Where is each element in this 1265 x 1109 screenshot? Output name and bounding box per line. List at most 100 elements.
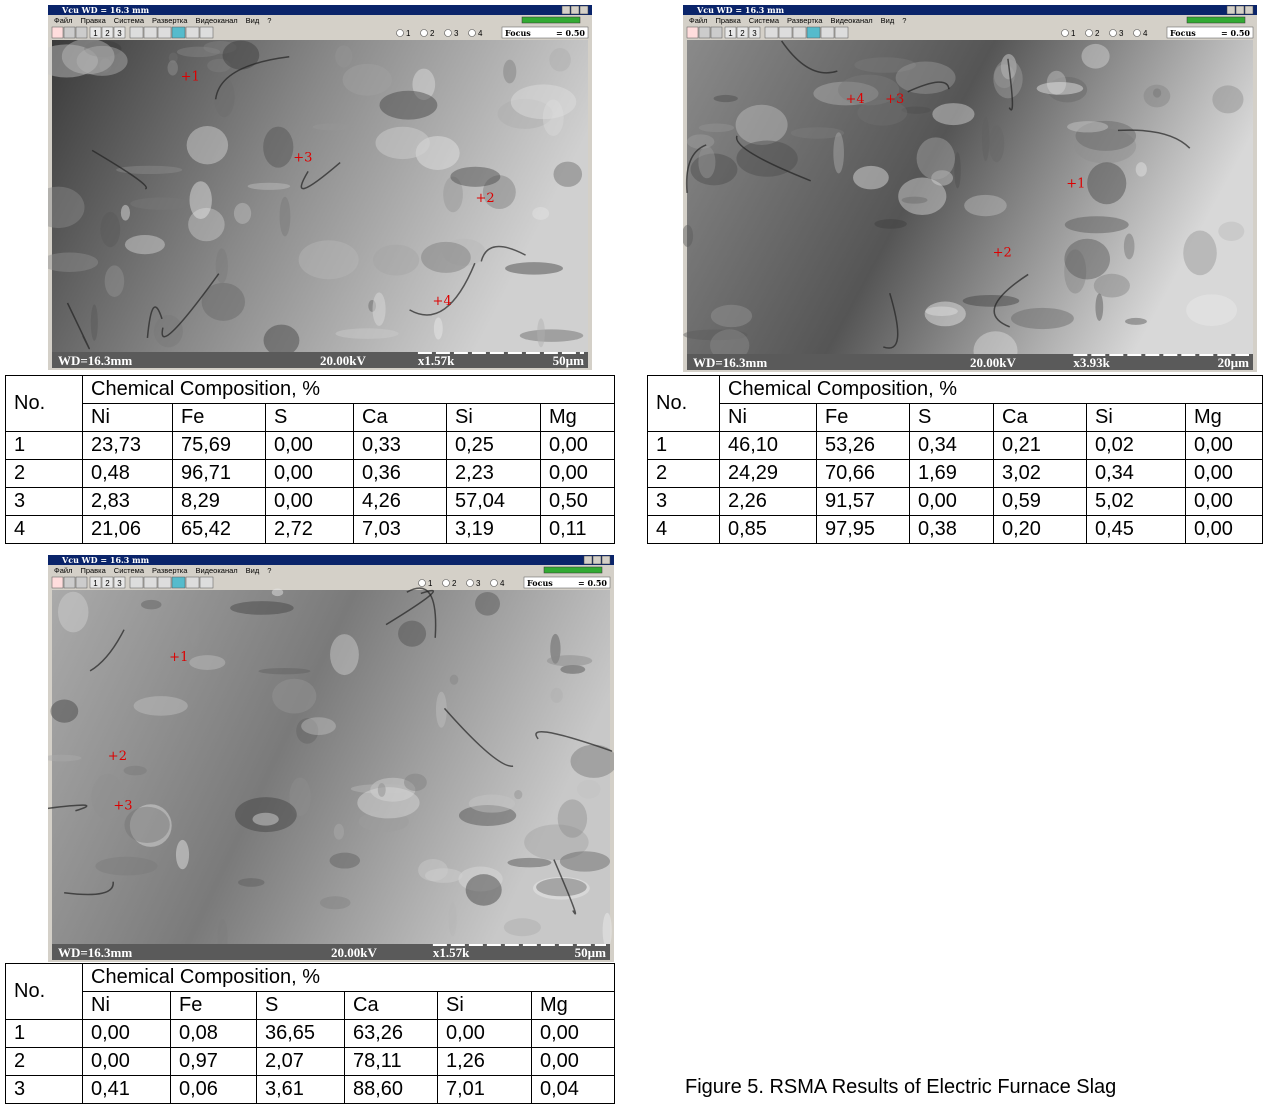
texture-grain [924,301,966,327]
window-button[interactable] [583,555,593,565]
window-button[interactable] [592,555,602,565]
tool-icon[interactable] [185,576,200,589]
table-cell: 7,03 [353,515,447,544]
window-button[interactable] [1226,5,1236,15]
table-cell: 0,36 [353,459,447,488]
radio-button[interactable] [444,29,452,37]
tool-icon[interactable] [820,26,835,39]
tool-button[interactable] [89,26,102,39]
window-title: Vcu WD = 16.3 mm [696,5,785,15]
tool-icon[interactable] [171,26,186,39]
tool-icon[interactable] [185,26,200,39]
window-button[interactable] [570,5,580,15]
menu-item[interactable]: Правка [80,566,106,575]
radio-button[interactable] [442,579,450,587]
menu-item[interactable]: Система [114,16,145,25]
tool-icon[interactable] [129,576,144,589]
menu-item[interactable]: Система [114,566,145,575]
crack-line [64,881,114,896]
tool-button[interactable] [113,576,126,589]
window-button[interactable] [1235,5,1245,15]
tool-icon[interactable] [51,576,64,589]
menu-item[interactable]: Видеоканал [830,16,872,25]
menu-item[interactable]: ? [267,566,271,575]
tool-button[interactable] [101,26,114,39]
window-button[interactable] [579,5,589,15]
menu-item[interactable]: Вид [246,566,260,575]
tool-icon[interactable] [171,576,186,589]
radio-label: 4 [1143,29,1148,38]
texture-grain [931,170,954,186]
menu-item[interactable]: Система [749,16,780,25]
point-marker: +1 [1066,177,1085,192]
tool-icon[interactable] [834,26,849,39]
radio-button[interactable] [396,29,404,37]
menu-item[interactable]: Развертка [152,16,188,25]
window-button[interactable] [601,555,611,565]
window-button[interactable] [1244,5,1254,15]
tool-icon[interactable] [792,26,807,39]
radio-button[interactable] [1109,29,1117,37]
tool-icon[interactable] [143,26,158,39]
tool-button[interactable] [736,26,749,39]
texture-grain [559,851,611,872]
menu-item[interactable]: Правка [80,16,106,25]
tool-icon[interactable] [199,26,214,39]
tool-icon[interactable] [778,26,793,39]
menu-item[interactable]: Развертка [787,16,823,25]
tool-icon[interactable] [710,26,723,39]
crack-line [780,40,838,74]
tool-icon[interactable] [199,576,214,589]
tool-button-label: 2 [740,29,745,38]
tool-icon[interactable] [63,576,76,589]
texture-grain [813,81,879,106]
menu-item[interactable]: ? [902,16,906,25]
menu-item[interactable]: ? [267,16,271,25]
table-cell: 0,34 [909,431,994,460]
menu-item[interactable]: Видеоканал [195,16,237,25]
menu-item[interactable]: Правка [715,16,741,25]
point-marker: +2 [475,191,494,206]
tool-icon[interactable] [75,26,88,39]
menu-item[interactable]: Файл [54,16,72,25]
menu-item[interactable]: Развертка [152,566,188,575]
radio-button[interactable] [490,579,498,587]
window-button[interactable] [561,5,571,15]
radio-button[interactable] [1133,29,1141,37]
tool-button[interactable] [89,576,102,589]
radio-button[interactable] [418,579,426,587]
texture-grain [84,40,122,57]
tool-icon[interactable] [129,26,144,39]
table-row: 3 2,83 8,29 0,00 4,26 57,04 0,50 [5,487,616,516]
menu-item[interactable]: Файл [54,566,72,575]
texture-grain [377,783,386,797]
texture-grain [252,812,279,826]
tool-icon[interactable] [75,576,88,589]
tool-button[interactable] [724,26,737,39]
menu-item[interactable]: Файл [689,16,707,25]
tool-icon[interactable] [806,26,821,39]
menu-item[interactable]: Вид [881,16,895,25]
tool-icon[interactable] [157,26,172,39]
tool-button[interactable] [113,26,126,39]
tool-icon[interactable] [764,26,779,39]
texture-grain [560,665,586,674]
radio-button[interactable] [466,579,474,587]
menu-item[interactable]: Видеоканал [195,566,237,575]
menu-item[interactable]: Вид [246,16,260,25]
tool-icon[interactable] [63,26,76,39]
texture-grain [421,241,471,273]
tool-icon[interactable] [157,576,172,589]
texture-grain [962,294,1020,307]
radio-button[interactable] [468,29,476,37]
header-cell: Ca [353,403,447,432]
tool-icon[interactable] [143,576,158,589]
radio-button[interactable] [1061,29,1069,37]
tool-button[interactable] [101,576,114,589]
tool-icon[interactable] [686,26,699,39]
tool-icon[interactable] [698,26,711,39]
radio-button[interactable] [1085,29,1093,37]
tool-button[interactable] [748,26,761,39]
radio-button[interactable] [420,29,428,37]
tool-icon[interactable] [51,26,64,39]
